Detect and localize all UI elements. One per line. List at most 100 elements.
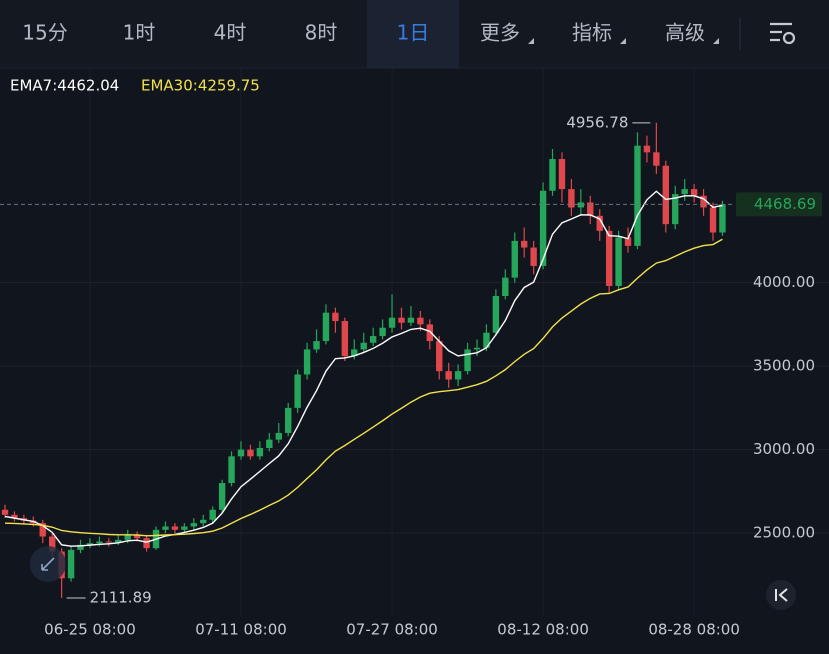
legend-entry: EMA7:4462.04 [10, 77, 119, 95]
candle-body [237, 449, 245, 457]
candle-body [143, 538, 150, 549]
candle-body [398, 317, 405, 323]
candle-body [266, 439, 273, 448]
candle-body [539, 190, 547, 266]
candle-body [256, 447, 264, 457]
candle-body [719, 204, 726, 233]
candle-body [558, 159, 566, 190]
candle-body [133, 534, 141, 539]
candle-body [162, 526, 169, 530]
tab[interactable]: 15分 [22, 21, 67, 45]
candle-body [492, 295, 500, 333]
candle-body [549, 159, 556, 191]
candle-body [568, 189, 575, 208]
candle-body [360, 342, 367, 350]
candle-body [577, 202, 585, 208]
x-tick-label: 08-28 08:00 [648, 621, 740, 639]
high-label: 4956.78 [566, 113, 628, 131]
candle-body [351, 349, 358, 357]
candle-body [115, 539, 122, 543]
tab[interactable]: 指标 [572, 21, 612, 45]
candle-body [379, 327, 386, 337]
candle-body [181, 526, 188, 530]
candle-body [426, 324, 433, 342]
candle-body [643, 145, 651, 153]
candle-body [624, 237, 632, 246]
candle-body [124, 534, 131, 540]
candle-body [417, 317, 424, 325]
candle-body [615, 237, 622, 286]
candle-body [332, 312, 339, 322]
candle-body [369, 336, 377, 343]
candle-body [275, 432, 282, 440]
tab[interactable]: 8时 [305, 21, 338, 45]
candle-body [96, 541, 103, 544]
candle-body [105, 541, 113, 543]
candle-body [209, 509, 216, 520]
candle-body [445, 371, 452, 380]
candle-body [502, 277, 509, 296]
tab[interactable]: 高级 [665, 21, 705, 45]
candle-body [49, 536, 56, 552]
ema-line [4, 190, 723, 547]
low-label: 2111.89 [90, 588, 152, 606]
dropdown-marker [713, 38, 719, 44]
candle-body [322, 312, 330, 342]
candle-body [530, 247, 537, 266]
candle-body [77, 544, 84, 550]
candle-body [672, 194, 679, 225]
last-price-label: 4468.69 [754, 195, 816, 213]
candle-body [662, 165, 669, 225]
tab[interactable]: 1日 [397, 21, 430, 45]
last-price-box [736, 192, 822, 217]
ema-line [4, 238, 723, 537]
candle-body [511, 240, 518, 278]
dropdown-marker [528, 38, 534, 44]
y-tick-label: 4000.00 [753, 273, 815, 291]
tab[interactable]: 4时 [214, 21, 247, 45]
reset-button[interactable] [766, 580, 796, 610]
candle-body [454, 371, 462, 380]
candle-body [464, 349, 471, 372]
candle-body [67, 549, 75, 579]
x-tick-label: 07-27 08:00 [346, 621, 438, 639]
y-tick-label: 3500.00 [753, 357, 815, 375]
candle-body [285, 407, 292, 433]
candle-body [247, 449, 254, 457]
candle-body [587, 202, 594, 216]
tab[interactable]: 1时 [123, 21, 156, 45]
candle-body [681, 189, 688, 195]
candle-body [605, 230, 613, 286]
candle-body [39, 523, 46, 537]
candle-body [634, 145, 641, 246]
y-tick-label: 2500.00 [753, 524, 815, 542]
x-tick-label: 08-12 08:00 [497, 621, 589, 639]
legend-entry: EMA30:4259.75 [141, 77, 260, 95]
dropdown-marker [620, 38, 626, 44]
candle-body [313, 341, 320, 350]
candle-body [388, 317, 396, 328]
candle-body [436, 341, 443, 372]
tab[interactable]: 更多 [480, 21, 520, 45]
candle-body [190, 523, 197, 527]
settings-icon[interactable] [770, 22, 796, 45]
y-tick-label: 3000.00 [753, 440, 815, 458]
candle-body [483, 332, 490, 348]
candle-body [709, 207, 717, 233]
active-tab-bg [367, 0, 459, 68]
candle-body [521, 240, 528, 248]
candle-body [700, 195, 707, 208]
candle-body [690, 189, 698, 196]
candle-body [596, 215, 603, 231]
candle-body [294, 374, 301, 408]
x-tick-label: 07-11 08:00 [195, 621, 287, 639]
zoom-button[interactable] [30, 546, 66, 582]
candle-body [1, 509, 9, 515]
candle-body [407, 317, 415, 323]
candle-body [341, 321, 349, 357]
candle-body [11, 514, 18, 519]
candle-body [86, 543, 94, 545]
candle-body [200, 519, 207, 524]
